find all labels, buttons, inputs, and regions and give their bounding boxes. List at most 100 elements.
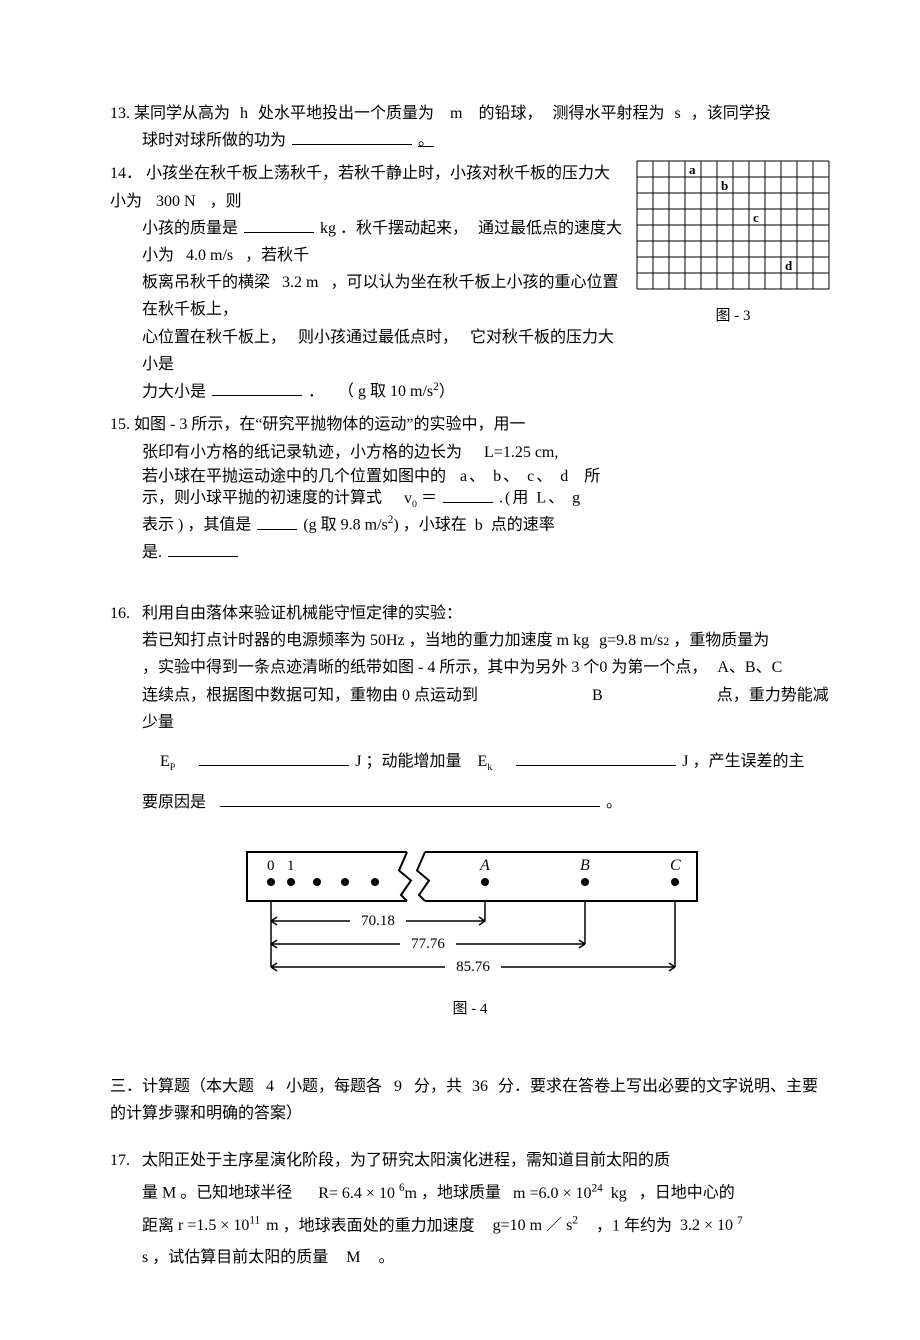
q16-Ek-E: E (478, 753, 488, 770)
fig3-caption: 图 - 3 (636, 304, 830, 330)
q17-t7: 。 (378, 1249, 394, 1266)
q15-b: b (475, 517, 483, 534)
q17-t2: ，地球质量 (421, 1185, 501, 1202)
q17-g-exp: 2 (572, 1215, 578, 1227)
q15-t4: 表示 ) ，其值是 (142, 517, 251, 534)
q16-blank1 (199, 751, 349, 766)
question-14: 14． 小孩坐在秋千板上荡秋千，若秋千静止时，小孩对秋千板的压力大小为 300 … (110, 160, 626, 405)
q17-r-exp: 11 (249, 1215, 260, 1227)
q13-t5b: 球时对球所做的功为 (142, 132, 286, 149)
q17-r-val: r =1.5 × 10 (178, 1217, 249, 1234)
figure-4: 01ABC70.1877.7685.76 图 - 4 (110, 846, 830, 1023)
q14-t9: ． (308, 383, 324, 400)
q17-t1a: 太阳正处于主序星演化阶段，为了研究太阳演化进程，需知道目前太阳的质 (142, 1152, 670, 1169)
svg-text:C: C (670, 857, 681, 874)
q17-yr-unit: s (142, 1249, 148, 1266)
q17-num: 17. (110, 1152, 130, 1169)
q13-h: h (240, 105, 248, 122)
fig4-caption: 图 - 4 (110, 997, 830, 1023)
q13-num: 13. (110, 105, 130, 122)
q13-m: m (450, 105, 462, 122)
grid-icon: abcd (636, 160, 830, 290)
q16-Ep: EP (160, 753, 179, 770)
q17-m: m =6.0 × 1024 kg (513, 1185, 631, 1202)
q16-t2: 若已知打点计时器的电源频率为 50Hz ，当地的重力加速度 m kg (142, 632, 589, 649)
question-17: 17. 太阳正处于主序星演化阶段，为了研究太阳演化进程，需知道目前太阳的质 量 … (110, 1145, 830, 1274)
q16-t3: 连续点，根据图中数据可知，重物由 0 点运动到 (142, 687, 478, 704)
q17-r: r =1.5 × 1011 m (178, 1217, 283, 1234)
q15-t6b: 是. (142, 544, 162, 561)
q17-g-val: g=10 m ／ s (493, 1217, 573, 1234)
svg-text:A: A (479, 857, 490, 874)
q14-t5b: 板离吊秋千的横梁 (142, 274, 270, 291)
q16-num: 16. (110, 605, 130, 622)
q16-period2: 。 (606, 794, 622, 811)
q17-M2: M (346, 1249, 360, 1266)
q15-blank3 (168, 541, 238, 556)
q15-t6a: 点的速率 (491, 517, 555, 534)
q14-gnote1: （ g 取 10 m/s (338, 383, 433, 400)
svg-text:70.18: 70.18 (361, 913, 395, 929)
q17-t3a: ，日地中心的 (639, 1185, 735, 1202)
figure-3: abcd 图 - 3 (636, 160, 830, 329)
q14-t8b: 力大小是 (142, 383, 206, 400)
q13-period: 。 (418, 132, 434, 149)
q13-blank (292, 130, 412, 145)
q16-abc: A、B、C (717, 659, 782, 676)
q16-B: B (592, 687, 603, 704)
q17-yr-exp: 7 (737, 1215, 743, 1227)
q17-m-exp: 24 (592, 1182, 603, 1194)
q14-t2b: 小孩的质量是 (142, 220, 238, 237)
svg-text:1: 1 (287, 858, 295, 874)
q16-J1: J (355, 753, 361, 770)
q15-v0: v0 (404, 490, 421, 507)
q16-t2b1: ，重物质量为 (673, 632, 769, 649)
svg-text:B: B (580, 857, 590, 874)
q14-line4: 心位置在秋千板上， 则小孩通过最低点时， 它对秋千板的压力大小是 (110, 324, 626, 378)
q14-v: 4.0 m/s (186, 247, 233, 264)
q14-t7: 则小孩通过最低点时， (298, 329, 458, 346)
q15-t3b: 示，则小球平抛的初速度的计算式 (142, 490, 382, 507)
q17-line3: 距离 r =1.5 × 1011 m ，地球表面处的重力加速度 g=10 m ／… (110, 1210, 830, 1242)
q16-Ek-sub: k (487, 762, 492, 773)
s3-t2: 分，共 (414, 1078, 462, 1095)
q14-q15-text: 14． 小孩坐在秋千板上荡秋千，若秋千静止时，小孩对秋千板的压力大小为 300 … (110, 160, 626, 572)
svg-text:0: 0 (267, 858, 275, 874)
q16-blank2 (516, 751, 676, 766)
q13-s: s (675, 105, 681, 122)
q15-pts: a、 b、 c、 d (460, 468, 570, 485)
question-15: 15. 如图 - 3 所示，在“研究平抛物体的运动”的实验中，用一 张印有小方格… (110, 411, 626, 566)
s3-t1: 小题，每题各 (286, 1078, 382, 1095)
q17-m-unit: kg (611, 1185, 627, 1202)
q16-t6a: ，产生误差的主 (693, 753, 805, 770)
q16-line3: ，实验中得到一条点迹清晰的纸带如图 - 4 所示，其中为另外 3 个0 为第一个… (110, 654, 830, 681)
q14-len: 3.2 m (282, 274, 318, 291)
q15-g2: ) (393, 517, 398, 534)
q15-L: L=1.25 cm, (484, 444, 558, 461)
q17-R: R= 6.4 × 106m (318, 1185, 421, 1202)
q14-300n: 300 N (156, 193, 196, 210)
q17-R-val: R= 6.4 × 10 (318, 1185, 395, 1202)
q16-J2: J (682, 753, 688, 770)
q15-blank1 (443, 487, 493, 502)
q16-t1: 利用自由落体来验证机械能守恒定律的实验： (142, 605, 462, 622)
q17-r-unit: m (266, 1217, 278, 1234)
q16-line2: 若已知打点计时器的电源频率为 50Hz ，当地的重力加速度 m kg g=9.8… (110, 627, 830, 654)
q17-t5: ，1 年约为 (596, 1217, 672, 1234)
s3-head: 三．计算题（本大题 (110, 1078, 254, 1095)
q14-q15-row: 14． 小孩坐在秋千板上荡秋千，若秋千静止时，小孩对秋千板的压力大小为 300 … (110, 160, 830, 572)
q16-line6: 要原因是 。 (110, 789, 830, 816)
q14-kg: kg (320, 220, 336, 237)
s3-n4: 4 (266, 1078, 274, 1095)
q14-blank2 (212, 381, 302, 396)
q14-t3: ．秋千摆动起来， (340, 220, 468, 237)
q17-t4: ，地球表面处的重力加速度 (283, 1217, 475, 1234)
q15-v0-v: v (404, 490, 412, 507)
q15-line3: 若小球在平抛运动途中的几个位置如图中的 a、 b、 c、 d 所 示，则小球平抛… (110, 466, 626, 512)
q14-line3: 板离吊秋千的横梁 3.2 m ，可以认为坐在秋千板上小孩的重心位置在秋千板上， (110, 269, 626, 323)
q15-t2: 若小球在平抛运动途中的几个位置如图中的 (142, 468, 446, 485)
q15-line2: 张印有小方格的纸记录轨迹，小方格的边长为 L=1.25 cm, (110, 439, 626, 466)
q13-t1: 某同学从高为 (134, 105, 230, 122)
q14-t6b: 心位置在秋千板上， (142, 329, 286, 346)
q15-g1: (g 取 9.8 m/s (303, 517, 387, 534)
